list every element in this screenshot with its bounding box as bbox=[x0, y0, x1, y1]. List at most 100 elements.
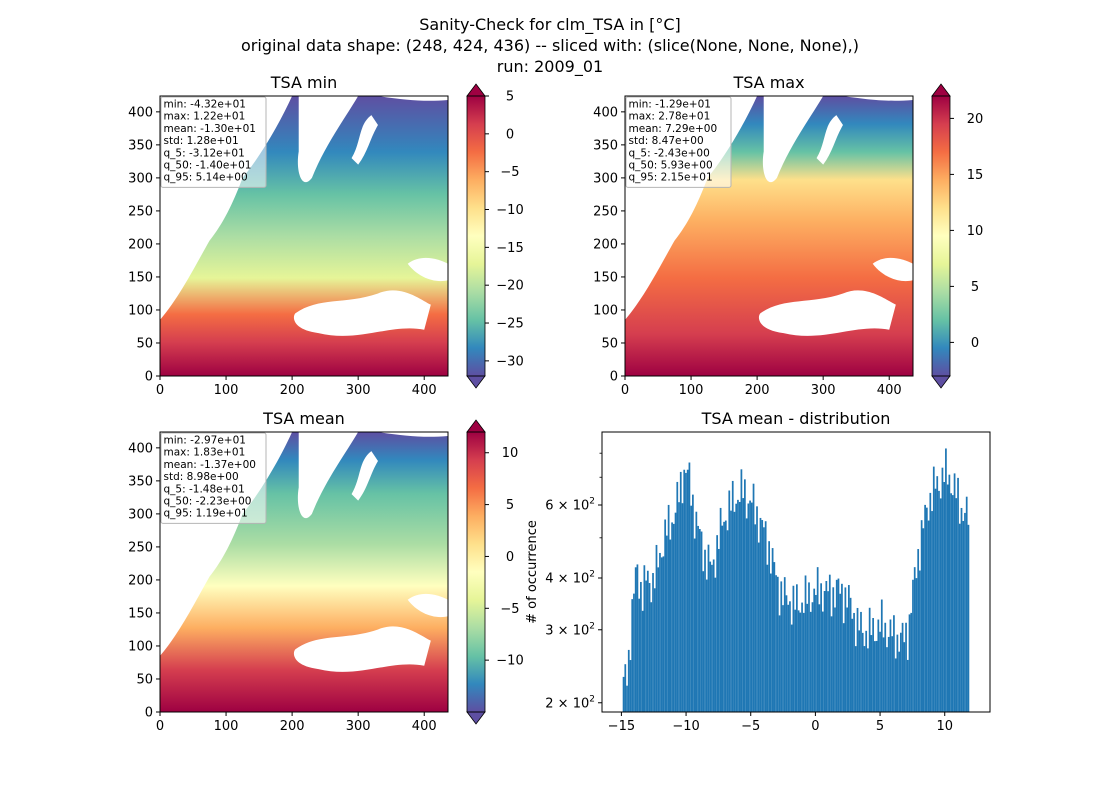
y-tick-label: 150 bbox=[128, 270, 153, 285]
stats-line: q_50: -1.40e+01 bbox=[164, 160, 252, 172]
y-tick-label: 2 × 102 bbox=[545, 694, 595, 711]
sea-mask-black-sea bbox=[407, 257, 448, 282]
hist-bar bbox=[910, 612, 913, 712]
hist-bar bbox=[877, 619, 880, 712]
hist-bar bbox=[891, 636, 894, 712]
axes-frame bbox=[601, 431, 991, 713]
hist-bar bbox=[915, 578, 918, 712]
hist-bar bbox=[922, 528, 925, 712]
hist-bar bbox=[889, 619, 892, 712]
hist-bar bbox=[660, 557, 663, 712]
stats-line: std: 8.47e+00 bbox=[629, 135, 704, 147]
hist-bar bbox=[932, 466, 935, 712]
stats-line: min: -4.32e+01 bbox=[164, 99, 246, 111]
hist-bar bbox=[730, 510, 732, 712]
y-tick-label: 300 bbox=[128, 507, 153, 522]
hist-bar bbox=[924, 504, 926, 712]
hist-bar bbox=[957, 477, 959, 712]
suptitle-line-1: Sanity-Check for clm_TSA in [°C] bbox=[419, 15, 681, 35]
colorbar-tick-label: −10 bbox=[496, 654, 523, 669]
hist-bar bbox=[737, 499, 739, 712]
hist-bar bbox=[766, 564, 769, 712]
hist-bar bbox=[757, 542, 760, 712]
hist-bar bbox=[735, 503, 738, 712]
x-tick-label: 0 bbox=[811, 719, 819, 734]
stats-line: q_95: 2.15e+01 bbox=[629, 172, 713, 184]
hist-bar bbox=[901, 622, 904, 712]
stats-box bbox=[160, 96, 267, 188]
hist-bar bbox=[662, 556, 665, 712]
hist-bar bbox=[946, 484, 949, 712]
hist-bar bbox=[844, 587, 847, 712]
hist-bar bbox=[872, 618, 874, 712]
hist-bar bbox=[721, 525, 724, 712]
sea-mask-black-sea bbox=[872, 257, 913, 282]
hist-bar bbox=[953, 473, 956, 712]
hist-bar bbox=[882, 637, 885, 712]
hist-bar bbox=[709, 561, 712, 712]
hist-bar bbox=[856, 607, 859, 712]
colorbar-extend-max bbox=[466, 83, 486, 97]
hist-bar bbox=[903, 642, 906, 712]
stats-line: min: -1.29e+01 bbox=[629, 99, 711, 111]
hist-bar bbox=[802, 612, 805, 712]
hist-bar bbox=[669, 539, 672, 712]
hist-bar bbox=[936, 476, 939, 712]
hist-bar bbox=[676, 481, 679, 712]
hist-bar bbox=[745, 518, 748, 712]
hist-bar bbox=[873, 641, 876, 712]
x-tick-label: 400 bbox=[877, 383, 902, 398]
hist-bar bbox=[631, 599, 634, 712]
y-tick-label: 50 bbox=[136, 336, 153, 351]
hist-bar bbox=[763, 527, 765, 712]
hist-bar bbox=[837, 578, 840, 712]
hist-bar bbox=[640, 581, 642, 712]
stats-box bbox=[160, 432, 267, 524]
panel-tsa-mean-distribution: TSA mean - distribution −15 −10 −5 0 5 10 2 × 1… bbox=[525, 409, 991, 734]
hist-bar bbox=[690, 505, 693, 712]
hist-bar bbox=[806, 603, 809, 712]
y-tick-label: 50 bbox=[136, 672, 153, 687]
x-tick-label: 300 bbox=[346, 719, 371, 734]
hist-bar bbox=[815, 594, 817, 712]
hist-bar bbox=[827, 591, 829, 712]
x-tick-label: 200 bbox=[280, 383, 305, 398]
hist-bar bbox=[624, 664, 627, 712]
hist-bar bbox=[728, 490, 731, 712]
colorbar-tick-label: 10 bbox=[967, 224, 984, 239]
stats-box bbox=[625, 96, 732, 188]
y-axis-label: # of occurrence bbox=[525, 520, 540, 624]
hist-bar bbox=[688, 462, 691, 712]
hist-bar bbox=[880, 599, 883, 712]
y-tick-label: 400 bbox=[593, 105, 618, 120]
x-tick-label: 10 bbox=[936, 719, 953, 734]
hist-bar bbox=[809, 611, 812, 712]
y-tick-label: 100 bbox=[593, 303, 618, 318]
y-tick-label: 300 bbox=[128, 171, 153, 186]
colorbar-tick-label: 0 bbox=[506, 127, 514, 142]
y-tick-label: 0 bbox=[145, 370, 153, 385]
hist-bar bbox=[948, 474, 951, 712]
hist-bar bbox=[951, 495, 954, 712]
x-tick-label: 300 bbox=[811, 383, 836, 398]
hist-bar bbox=[659, 552, 661, 712]
hist-bar bbox=[925, 507, 928, 712]
hist-bar bbox=[702, 571, 705, 712]
hist-bar bbox=[711, 564, 713, 712]
hist-bar bbox=[846, 607, 848, 712]
x-tick-label: 200 bbox=[280, 719, 305, 734]
hist-bar bbox=[789, 601, 791, 712]
stats-line: max: 1.83e+01 bbox=[164, 447, 246, 459]
axes-frame bbox=[624, 95, 914, 377]
sea-mask-baltic bbox=[351, 451, 378, 501]
hist-bar bbox=[849, 597, 852, 712]
hist-bar bbox=[860, 611, 862, 712]
hist-bar bbox=[655, 544, 658, 712]
hist-bar bbox=[839, 593, 842, 712]
hist-bar bbox=[847, 585, 850, 712]
colorbar-frame bbox=[466, 431, 486, 713]
sea-mask-baltic bbox=[816, 115, 843, 165]
hist-bar bbox=[678, 502, 680, 712]
